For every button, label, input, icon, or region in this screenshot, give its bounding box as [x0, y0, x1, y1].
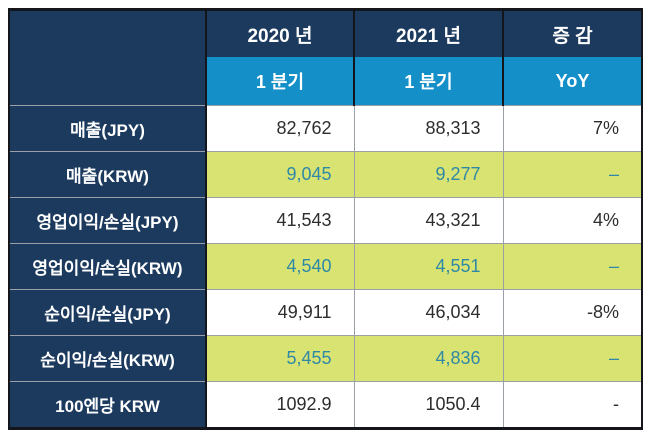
value-yoy: –	[502, 335, 643, 382]
value-2020: 9,045	[205, 151, 355, 198]
row-label: 100엔당 KRW	[9, 381, 207, 429]
table-row: 순이익/손실(KRW) 5,455 4,836 –	[9, 335, 643, 382]
value-yoy: –	[502, 151, 643, 198]
value-2021: 88,313	[353, 105, 504, 152]
value-2021: 4,836	[353, 335, 504, 382]
table-row: 영업이익/손실(JPY) 41,543 43,321 4%	[9, 197, 643, 244]
value-yoy: -	[502, 381, 643, 429]
value-yoy: -8%	[502, 289, 643, 336]
value-2020: 5,455	[205, 335, 355, 382]
table-row: 매출(KRW) 9,045 9,277 –	[9, 151, 643, 198]
value-yoy: –	[502, 243, 643, 290]
table-header: 2020 년 2021 년 증 감 1 분기 1 분기 YoY	[9, 9, 642, 106]
value-2020: 82,762	[205, 105, 355, 152]
header-row-year: 2020 년 2021 년 증 감	[9, 9, 642, 106]
value-2020: 1092.9	[205, 381, 355, 429]
table-row: 매출(JPY) 82,762 88,313 7%	[9, 105, 643, 152]
table-row: 순이익/손실(JPY) 49,911 46,034 -8%	[9, 289, 643, 336]
financial-comparison-table: 2020 년 2021 년 증 감 1 분기 1 분기 YoY 매출(JPY) …	[8, 8, 643, 430]
row-label: 순이익/손실(JPY)	[9, 289, 207, 336]
header-row-quarter: 1 분기 1 분기 YoY	[9, 57, 642, 106]
row-label: 매출(KRW)	[9, 151, 207, 198]
value-yoy: 7%	[502, 105, 643, 152]
header-2020: 2020 년	[205, 9, 354, 57]
table-row: 100엔당 KRW 1092.9 1050.4 -	[9, 381, 643, 429]
table-body: 매출(JPY) 82,762 88,313 7% 매출(KRW) 9,045 9…	[9, 105, 643, 429]
value-2021: 9,277	[353, 151, 504, 198]
header-2021: 2021 년	[353, 9, 503, 57]
row-label: 영업이익/손실(JPY)	[9, 197, 207, 244]
value-2020: 4,540	[205, 243, 355, 290]
subheader-yoy: YoY	[502, 57, 642, 106]
value-2021: 4,551	[353, 243, 504, 290]
subheader-q1-2020: 1 분기	[205, 57, 354, 106]
row-label: 영업이익/손실(KRW)	[9, 243, 207, 290]
table-row: 영업이익/손실(KRW) 4,540 4,551 –	[9, 243, 643, 290]
value-2021: 1050.4	[353, 381, 504, 429]
header-change: 증 감	[502, 9, 642, 57]
value-2021: 43,321	[353, 197, 504, 244]
value-2020: 49,911	[205, 289, 355, 336]
value-2021: 46,034	[353, 289, 504, 336]
value-2020: 41,543	[205, 197, 355, 244]
row-label: 매출(JPY)	[9, 105, 207, 152]
value-yoy: 4%	[502, 197, 643, 244]
subheader-q1-2021: 1 분기	[353, 57, 503, 106]
row-label: 순이익/손실(KRW)	[9, 335, 207, 382]
corner-cell	[9, 9, 207, 106]
